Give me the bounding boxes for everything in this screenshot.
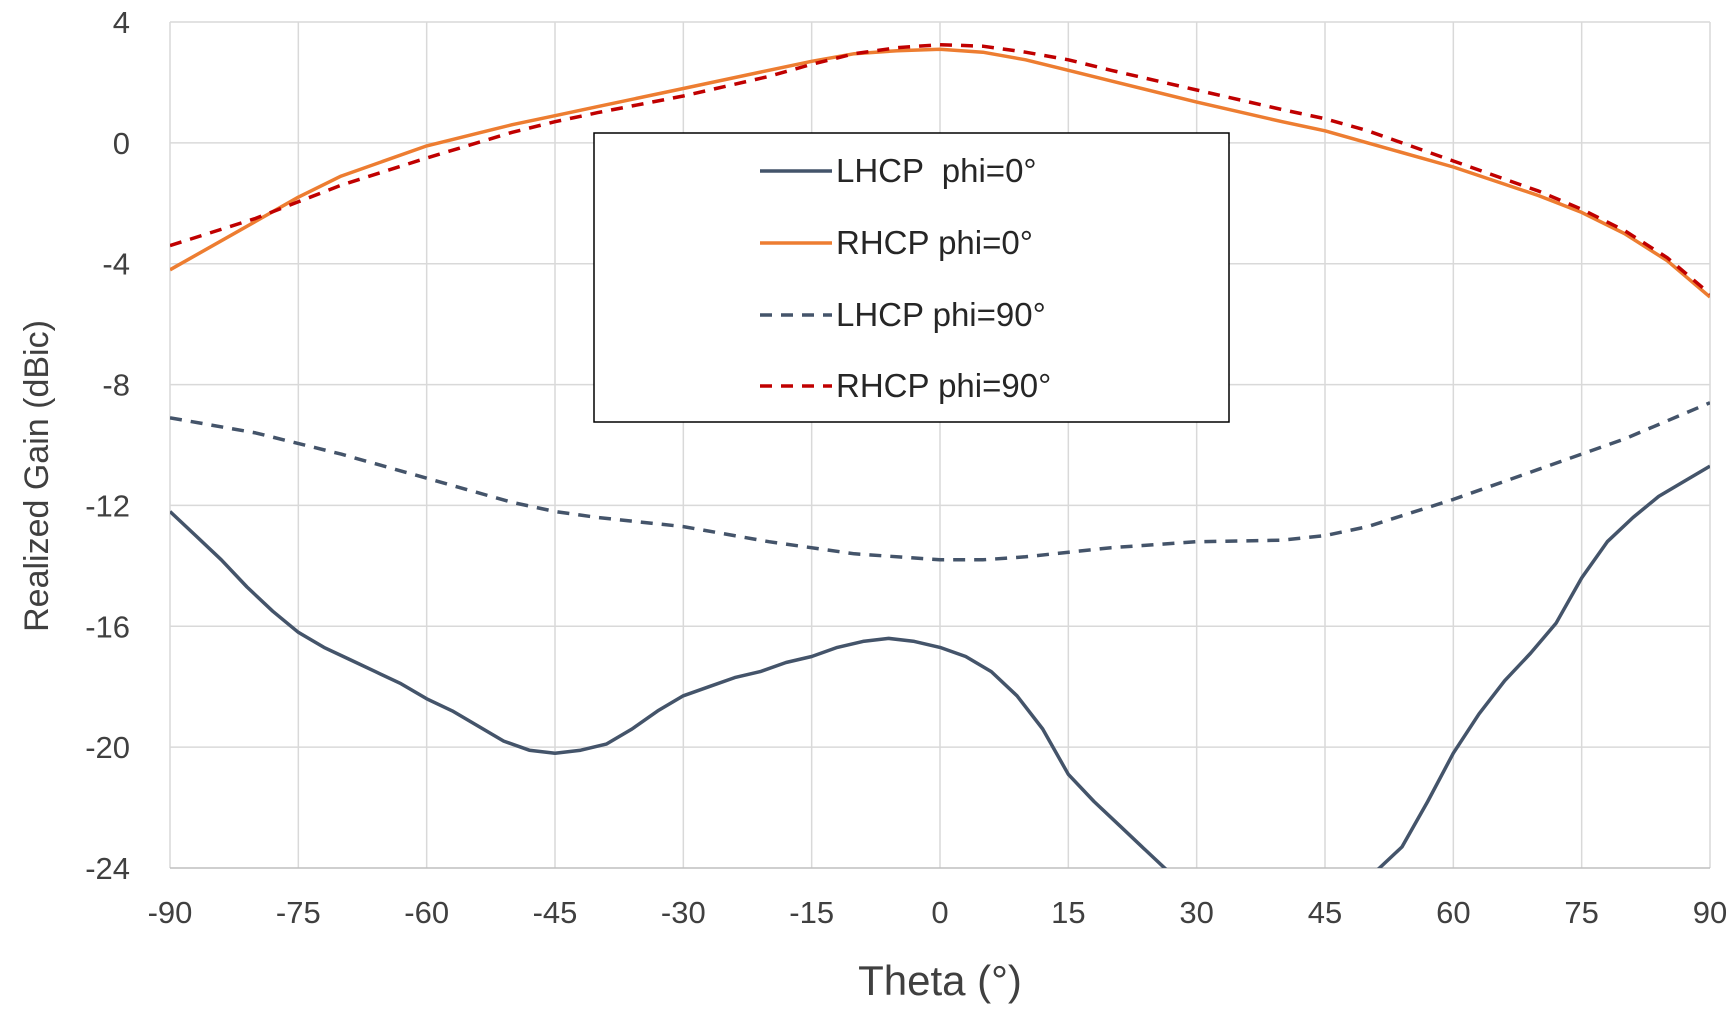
series-lines	[170, 42, 1710, 868]
x-axis-title: Theta (°)	[858, 957, 1022, 1004]
y-tick-label: -12	[85, 488, 130, 523]
series-line-3	[170, 42, 1710, 296]
y-tick-label: -8	[102, 368, 130, 403]
x-tick-label: -75	[276, 895, 321, 930]
legend-label-lhcp-phi0: LHCP phi=0°	[836, 152, 1037, 189]
x-tick-label: 75	[1564, 895, 1598, 930]
y-tick-label: 4	[113, 5, 130, 40]
x-tick-label: -60	[404, 895, 449, 930]
legend-box	[593, 132, 1230, 423]
series-line-0	[170, 464, 1710, 868]
x-tick-label: 60	[1436, 895, 1470, 930]
legend-label-rhcp-phi0: RHCP phi=0°	[836, 224, 1033, 261]
y-axis-title: Realized Gain (dBic)	[18, 320, 56, 632]
tick-labels: -90 -75 -60 -45 -30 -15 0 15 30 45 60 75 90 4 0 -4 -8 -12…	[85, 5, 1727, 930]
x-tick-label: -15	[789, 895, 834, 930]
x-tick-label: 45	[1308, 895, 1342, 930]
y-tick-label: -20	[85, 730, 130, 765]
y-tick-label: -4	[102, 247, 130, 282]
x-tick-label: 30	[1179, 895, 1213, 930]
x-tick-label: 15	[1051, 895, 1085, 930]
x-tick-label: -45	[533, 895, 578, 930]
y-tick-label: 0	[113, 126, 130, 161]
y-tick-label: -16	[85, 609, 130, 644]
x-tick-label: 0	[931, 895, 948, 930]
legend-label-lhcp-phi90: LHCP phi=90°	[836, 296, 1046, 333]
legend: LHCP phi=0° RHCP phi=0° LHCP phi=90° RHC…	[593, 132, 1230, 423]
x-tick-label: 90	[1693, 895, 1727, 930]
x-tick-label: -90	[148, 895, 193, 930]
x-tick-label: -30	[661, 895, 706, 930]
legend-label-rhcp-phi90: RHCP phi=90°	[836, 367, 1051, 404]
series-line-1	[170, 47, 1710, 299]
y-tick-label: -24	[85, 851, 130, 886]
series-line-2	[170, 401, 1710, 562]
